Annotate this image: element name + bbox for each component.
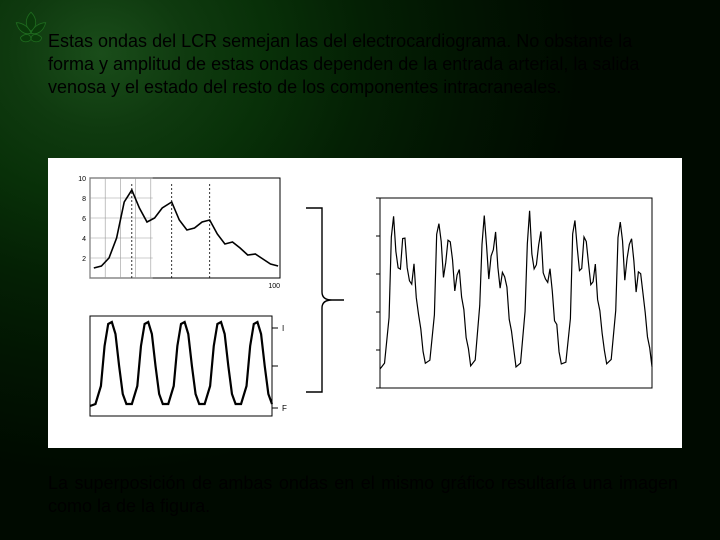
chart-arterial-wave: IF <box>66 310 296 428</box>
leaf-bullet-icon <box>10 8 52 50</box>
svg-text:8: 8 <box>82 196 86 203</box>
svg-text:2: 2 <box>82 256 86 263</box>
svg-text:4: 4 <box>82 236 86 243</box>
chart-icp-pulse: 2 4 6 8 10 100 <box>66 172 296 290</box>
figure-panel: 246810100 IF <box>48 158 682 448</box>
svg-text:10: 10 <box>78 176 86 183</box>
paragraph-bottom: La superposición de ambas ondas en el mi… <box>48 472 678 518</box>
svg-text:6: 6 <box>82 216 86 223</box>
svg-text:F: F <box>282 404 287 413</box>
paragraph-top: Estas ondas del LCR semejan las del elec… <box>48 30 678 99</box>
svg-text:100: 100 <box>268 283 280 290</box>
combining-bracket-icon <box>304 200 348 400</box>
svg-text:I: I <box>282 324 284 333</box>
chart-superposition <box>358 188 664 408</box>
